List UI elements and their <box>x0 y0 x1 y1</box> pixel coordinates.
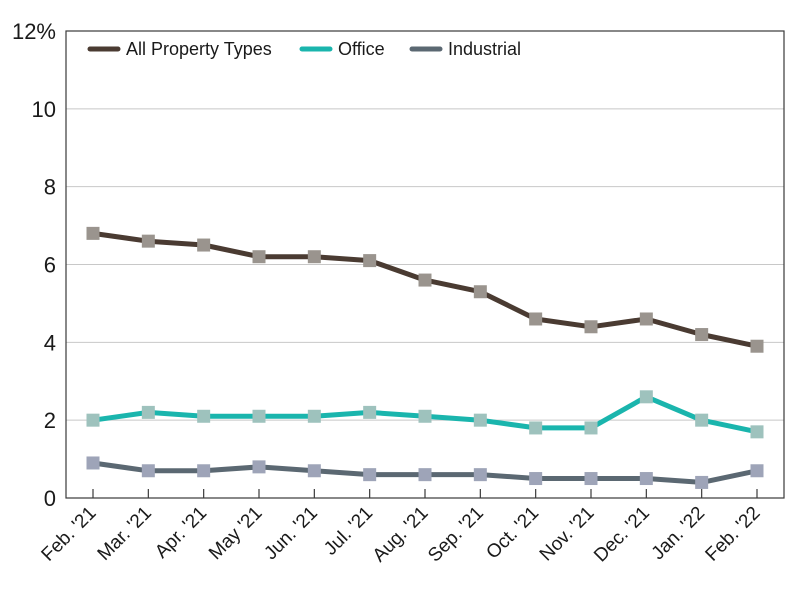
data-point-marker <box>197 464 211 478</box>
series-lines <box>86 226 764 489</box>
y-tick-label: 10 <box>32 97 56 122</box>
data-point-marker <box>307 409 321 423</box>
data-point-marker <box>529 312 543 326</box>
data-point-marker <box>363 405 377 419</box>
x-tick-label: Dec. '21 <box>590 503 654 567</box>
data-point-marker <box>529 472 543 486</box>
y-tick-label: 8 <box>44 175 56 200</box>
x-tick-label: Jan. '22 <box>648 503 709 564</box>
x-tick-label: Jun. '21 <box>260 503 321 564</box>
data-point-marker <box>141 234 155 248</box>
y-tick-label: 12% <box>12 19 56 44</box>
x-tick-label: Feb. '21 <box>38 503 101 566</box>
x-tick-label: Apr. '21 <box>151 503 211 563</box>
data-point-marker <box>363 468 377 482</box>
legend-label: Office <box>338 39 385 59</box>
y-tick-label: 4 <box>44 330 56 355</box>
data-point-marker <box>695 413 709 427</box>
x-tick-label: May '21 <box>205 503 266 564</box>
x-tick-label: Mar. '21 <box>94 503 156 565</box>
data-point-marker <box>695 475 709 489</box>
data-point-marker <box>750 425 764 439</box>
data-point-marker <box>695 328 709 342</box>
data-point-marker <box>86 456 100 470</box>
x-tick-label: Aug. '21 <box>369 503 433 567</box>
data-point-marker <box>584 421 598 435</box>
data-point-marker <box>418 468 432 482</box>
data-point-marker <box>473 468 487 482</box>
data-point-marker <box>639 312 653 326</box>
data-point-marker <box>197 409 211 423</box>
y-tick-label: 2 <box>44 408 56 433</box>
grid-lines <box>66 108 784 421</box>
series-line-0 <box>90 230 760 349</box>
data-point-marker <box>639 390 653 404</box>
data-point-marker <box>473 285 487 299</box>
y-axis-ticks: 0 2 4 6 8 10 12% <box>12 19 56 511</box>
x-tick-label: Sep. '21 <box>424 503 488 567</box>
data-point-marker <box>252 409 266 423</box>
data-point-marker <box>307 464 321 478</box>
data-point-marker <box>584 320 598 334</box>
data-point-marker <box>639 472 653 486</box>
y-tick-label: 6 <box>44 253 56 278</box>
data-point-marker <box>418 409 432 423</box>
data-point-marker <box>750 464 764 478</box>
data-point-marker <box>252 460 266 474</box>
data-point-marker <box>141 464 155 478</box>
legend: All Property Types Office Industrial <box>87 39 521 59</box>
data-point-marker <box>750 339 764 353</box>
data-point-marker <box>141 405 155 419</box>
x-tick-label: Feb. '22 <box>702 503 765 566</box>
x-tick-label: Oct. '21 <box>482 503 543 564</box>
data-point-marker <box>86 226 100 240</box>
data-point-marker <box>473 413 487 427</box>
data-point-marker <box>418 273 432 287</box>
data-point-marker <box>252 250 266 264</box>
x-tick-label: Nov. '21 <box>536 503 599 566</box>
data-point-marker <box>197 238 211 252</box>
data-point-marker <box>584 472 598 486</box>
data-point-marker <box>86 413 100 427</box>
data-point-marker <box>307 250 321 264</box>
legend-label: All Property Types <box>126 39 272 59</box>
plot-frame <box>65 30 785 499</box>
data-point-marker <box>363 254 377 268</box>
data-point-marker <box>529 421 543 435</box>
legend-label: Industrial <box>448 39 521 59</box>
y-tick-label: 0 <box>44 486 56 511</box>
